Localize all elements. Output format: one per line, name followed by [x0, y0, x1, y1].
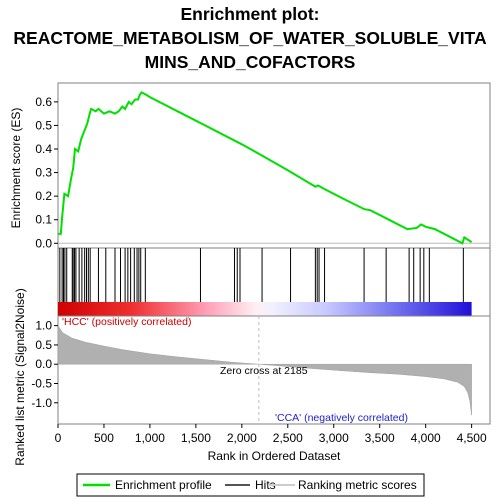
enrichment-profile-line — [58, 91, 473, 245]
title-line-1: Enrichment plot: — [180, 4, 320, 24]
x-tick-label: 3,000 — [319, 431, 349, 445]
zero-cross-label: Zero cross at 2185 — [220, 365, 308, 377]
x-tick-label: 1,500 — [181, 431, 211, 445]
es-y-tick-label: 0.4 — [35, 142, 52, 156]
x-tick-label: 500 — [94, 431, 114, 445]
title-line-2: REACTOME_METABOLISM_OF_WATER_SOLUBLE_VIT… — [13, 28, 487, 48]
legend-hits-label: Hits — [255, 478, 276, 492]
es-y-tick-label: 0.6 — [35, 95, 52, 109]
es-y-tick-label: 0.5 — [35, 118, 52, 132]
hits-panel — [57, 247, 491, 317]
x-tick-label: 4,500 — [457, 431, 487, 445]
plot-title: Enrichment plot: REACTOME_METABOLISM_OF_… — [0, 2, 500, 74]
x-tick-label: 1,000 — [135, 431, 165, 445]
rank-y-tick-label: 0.0 — [35, 357, 52, 371]
es-y-tick-label: 0.2 — [35, 189, 52, 203]
ranked-metric-panel: -1.0 -0.5 0.0 0.5 1.0 0 500 1,000 1,500 2,000 2,5… — [13, 288, 491, 466]
rank-y-axis-ticks: -1.0 -0.5 0.0 0.5 1.0 — [31, 319, 58, 410]
x-tick-label: 4,000 — [411, 431, 441, 445]
positive-correlation-label: 'HCC' (positively correlated) — [62, 316, 191, 328]
x-tick-label: 2,000 — [227, 431, 257, 445]
es-y-tick-label: 0.3 — [35, 166, 52, 180]
x-tick-label: 2,500 — [273, 431, 303, 445]
rank-y-tick-label: -0.5 — [31, 377, 52, 391]
rank-x-axis-title: Rank in Ordered Dataset — [208, 449, 341, 463]
enrichment-score-panel: 0.0 0.1 0.2 0.3 0.4 0.5 0.6 Enrichment score (… — [9, 82, 491, 250]
rank-y-tick-label: 0.5 — [35, 338, 52, 352]
es-y-tick-label: 0.0 — [35, 236, 52, 250]
ranking-color-bar — [58, 302, 472, 316]
legend-profile-label: Enrichment profile — [115, 478, 212, 492]
es-plot-frame — [57, 82, 491, 249]
rank-y-tick-label: -1.0 — [31, 396, 52, 410]
hit-marks — [59, 248, 464, 302]
legend: Enrichment profile Hits Ranking metric s… — [76, 473, 425, 497]
x-tick-label: 0 — [55, 431, 62, 445]
legend-frame — [76, 473, 425, 497]
title-line-3: MINS_AND_COFACTORS — [144, 52, 356, 72]
legend-ranking-label: Ranking metric scores — [298, 478, 417, 492]
rank-x-axis-ticks: 0 500 1,000 1,500 2,000 2,500 3,000 3,500 4,000 4… — [55, 424, 487, 445]
negative-correlation-label: 'CCA' (negatively correlated) — [275, 412, 408, 424]
x-tick-label: 3,500 — [365, 431, 395, 445]
es-y-axis-ticks: 0.0 0.1 0.2 0.3 0.4 0.5 0.6 — [35, 95, 58, 250]
ranking-metric-area — [57, 324, 472, 416]
rank-y-tick-label: 1.0 — [35, 319, 52, 333]
es-y-tick-label: 0.1 — [35, 213, 52, 227]
rank-y-axis-title: Ranked list metric (Signal2Noise) — [13, 288, 27, 465]
es-y-axis-title: Enrichment score (ES) — [9, 108, 23, 229]
